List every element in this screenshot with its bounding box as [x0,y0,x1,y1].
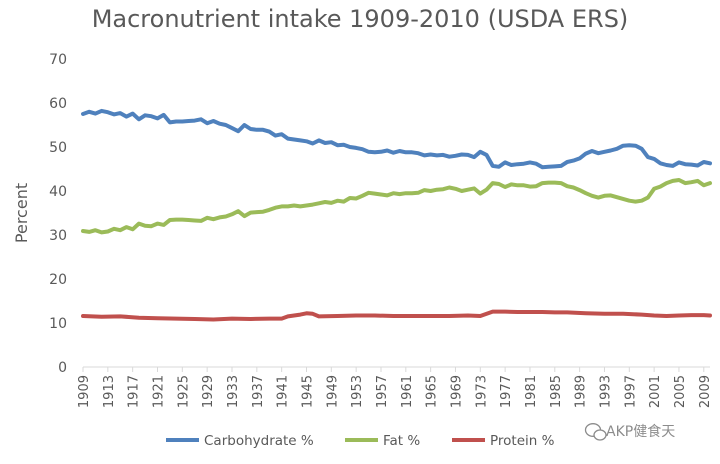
x-tick-label: 1945 [300,375,315,408]
x-tick-label: 1937 [251,375,266,408]
wechat-icon [584,423,607,441]
y-tick-label: 50 [49,140,67,156]
legend-label-protein: Protein % [490,433,555,449]
x-tick-label: 1961 [400,375,415,408]
x-tick-label: 1933 [226,375,241,408]
x-tick-label: 1949 [325,375,340,408]
x-tick-label: 1977 [499,375,514,408]
x-tick-label: 1973 [474,375,489,408]
series-line-carbohydrate [81,108,712,170]
x-axis-ticks: 1909 1913 1917 1921 1925 1929 1933 1937 1941 1945… [77,367,713,408]
x-tick-label: 1957 [375,375,390,408]
y-tick-label: 70 [49,52,67,68]
x-tick-label: 1925 [176,375,191,408]
chart-title: Macronutrient intake 1909-2010 (USDA ERS… [92,5,629,33]
legend-label-carbohydrate: Carbohydrate % [204,433,314,449]
x-tick-label: 2009 [698,375,713,408]
y-axis-ticks: 0 10 20 30 40 50 60 70 [49,52,67,376]
x-tick-label: 2001 [648,375,663,408]
x-tick-label: 1929 [201,375,216,408]
x-tick-label: 1969 [449,375,464,408]
series-line-protein [81,309,712,322]
legend-label-fat: Fat % [383,433,420,449]
y-axis-title: Percent [12,183,31,243]
x-tick-label: 1953 [350,375,365,408]
x-tick-label: 1965 [425,375,440,408]
x-tick-label: 1989 [574,375,589,408]
x-tick-label: 1921 [151,375,166,408]
y-tick-label: 0 [58,360,67,376]
x-tick-label: 1909 [77,375,92,408]
y-tick-label: 20 [49,272,67,288]
y-tick-label: 40 [49,184,67,200]
y-tick-label: 60 [49,96,67,112]
x-tick-label: 1997 [623,375,638,408]
x-tick-label: 1993 [598,375,613,408]
series-group [81,108,712,322]
watermark: AKP健食天 [584,423,675,441]
series-line-fat [81,178,712,235]
x-tick-label: 1985 [549,375,564,408]
x-tick-label: 1941 [276,375,291,408]
legend: Carbohydrate % Fat % Protein % [166,433,555,449]
x-tick-label: 1913 [102,375,117,408]
watermark-text: AKP健食天 [606,423,675,440]
x-tick-label: 1917 [127,375,142,408]
y-tick-label: 10 [49,316,67,332]
x-tick-label: 2005 [673,375,688,408]
y-tick-label: 30 [49,228,67,244]
x-tick-label: 1981 [524,375,539,408]
